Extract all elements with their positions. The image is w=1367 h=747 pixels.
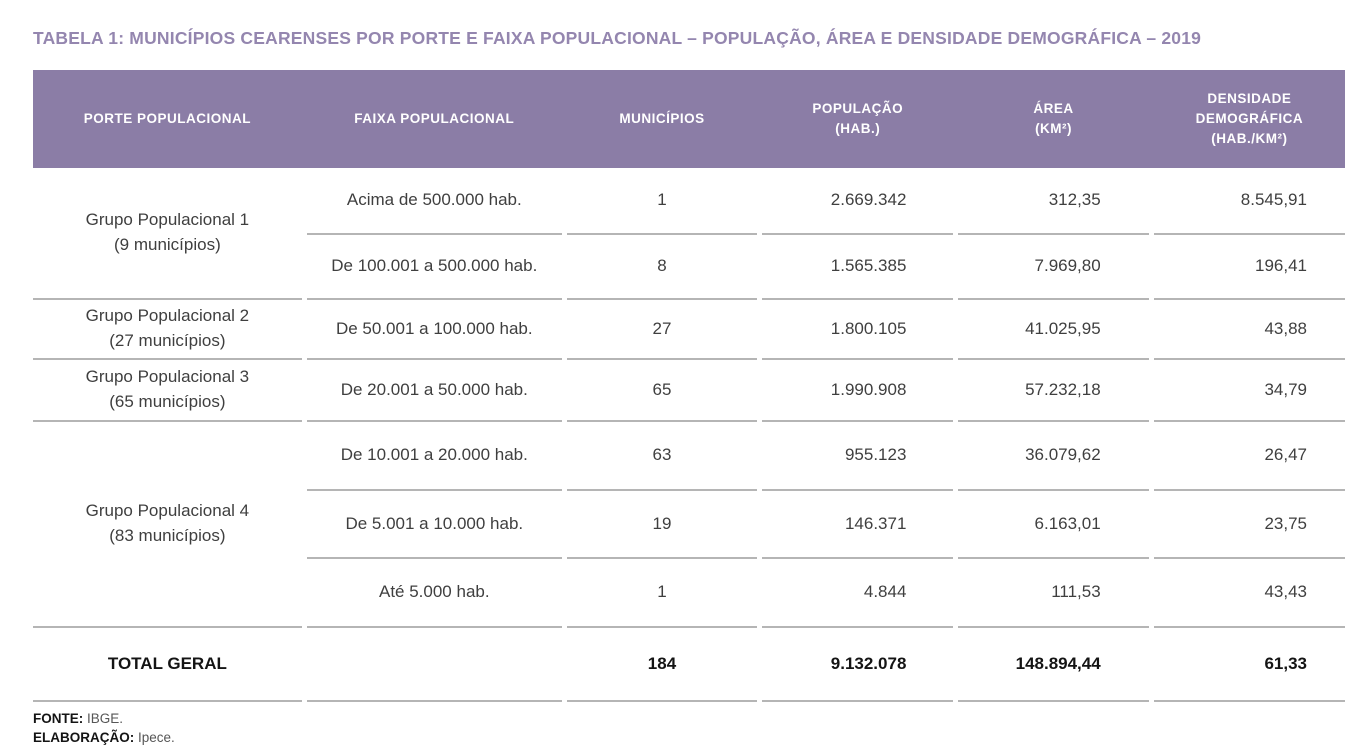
total-densidade: 61,33 — [1153, 626, 1345, 702]
cell-faixa: De 50.001 a 100.000 hab. — [306, 298, 562, 358]
total-label: TOTAL GERAL — [33, 626, 302, 702]
cell-populacao: 1.800.105 — [762, 298, 954, 358]
cell-municipios: 65 — [566, 358, 758, 420]
cell-populacao: 4.844 — [762, 557, 954, 626]
cell-area: 36.079,62 — [958, 420, 1149, 489]
group-label-4: Grupo Populacional 4 (83 municípios) — [33, 420, 302, 626]
cell-area: 41.025,95 — [958, 298, 1149, 358]
cell-densidade: 43,43 — [1153, 557, 1345, 626]
cell-densidade: 8.545,91 — [1240, 190, 1307, 210]
cell-area: 57.232,18 — [958, 358, 1149, 420]
header-line: PORTE POPULACIONAL — [83, 110, 252, 126]
cell-populacao: 146.371 — [762, 489, 954, 557]
table-body: Grupo Populacional 1 (9 municípios) Acim… — [33, 168, 1345, 702]
cell-densidade: 34,79 — [1153, 358, 1345, 420]
cell-populacao: 2.669.342 — [830, 190, 907, 210]
cell-populacao: 1.990.908 — [762, 358, 954, 420]
cell-municipios: 27 — [566, 298, 758, 358]
total-area: 148.894,44 — [958, 626, 1149, 702]
elaboration-value: Ipece. — [138, 730, 175, 745]
cell-area: 312,35 — [1048, 190, 1101, 210]
cell-municipios: 19 — [566, 489, 758, 557]
group-label-2: Grupo Populacional 2 (27 municípios) — [33, 298, 302, 358]
header-line: DENSIDADE — [1207, 90, 1292, 106]
column-header-populacao: POPULAÇÃO (HAB.) — [762, 70, 953, 168]
group-label-3: Grupo Populacional 3 (65 municípios) — [33, 358, 302, 420]
header-line: MUNICÍPIOS — [619, 110, 705, 126]
cell-area: 7.969,80 — [958, 233, 1149, 298]
group-name: Grupo Populacional 2 — [85, 306, 250, 326]
cell-area: 111,53 — [958, 557, 1149, 626]
group-count: (83 municípios) — [109, 526, 226, 545]
header-line: FAIXA POPULACIONAL — [354, 110, 515, 126]
cell-faixa: De 5.001 a 10.000 hab. — [306, 489, 562, 557]
source-line: FONTE: IBGE. — [33, 709, 1345, 728]
group-name: Grupo Populacional 1 — [85, 210, 250, 230]
group-count: (65 municípios) — [109, 392, 226, 411]
elaboration-label: ELABORAÇÃO: — [33, 730, 135, 745]
elaboration-line: ELABORAÇÃO: Ipece. — [33, 728, 1345, 747]
group-name: Grupo Populacional 3 — [85, 367, 250, 387]
cell-populacao: 1.565.385 — [762, 233, 954, 298]
cell-faixa: Acima de 500.000 hab. — [346, 190, 522, 210]
cell-municipios: 63 — [566, 420, 758, 489]
group-count: (9 municípios) — [114, 235, 221, 254]
table-footer: FONTE: IBGE. ELABORAÇÃO: Ipece. — [33, 709, 1345, 747]
cell-densidade: 196,41 — [1153, 233, 1345, 298]
cell-densidade: 23,75 — [1153, 489, 1345, 557]
column-header-faixa-populacional: FAIXA POPULACIONAL — [307, 70, 562, 168]
total-populacao: 9.132.078 — [762, 626, 954, 702]
table-title: TABELA 1: MUNICÍPIOS CEARENSES POR PORTE… — [33, 28, 1202, 48]
group-name: Grupo Populacional 4 — [85, 501, 250, 521]
total-empty-cell — [306, 626, 562, 702]
header-line: DEMOGRÁFICA — [1195, 110, 1304, 126]
cell-densidade: 43,88 — [1153, 298, 1345, 358]
table-header-row: PORTE POPULACIONAL FAIXA POPULACIONAL MU… — [33, 70, 1345, 168]
cell-municipios: 1 — [566, 557, 758, 626]
column-header-area: ÁREA (KM²) — [958, 70, 1148, 168]
cell-municipios: 8 — [566, 233, 758, 298]
cell-faixa: De 100.001 a 500.000 hab. — [306, 233, 562, 298]
cell-faixa: De 10.001 a 20.000 hab. — [306, 420, 562, 489]
cell-municipios: 1 — [657, 190, 667, 210]
header-line: POPULAÇÃO — [812, 100, 904, 116]
cell-faixa: De 20.001 a 50.000 hab. — [306, 358, 562, 420]
column-header-municipios: MUNICÍPIOS — [567, 70, 757, 168]
header-line: (HAB./KM²) — [1211, 131, 1288, 147]
group-count: (27 municípios) — [109, 331, 226, 350]
header-line: (HAB.) — [835, 121, 881, 136]
cell-populacao: 955.123 — [762, 420, 954, 489]
source-label: FONTE: — [33, 711, 84, 726]
header-line: ÁREA — [1033, 100, 1074, 116]
column-header-porte-populacional: PORTE POPULACIONAL — [33, 70, 302, 168]
cell-faixa: Até 5.000 hab. — [306, 557, 562, 626]
column-header-densidade: DENSIDADE DEMOGRÁFICA (HAB./KM²) — [1154, 70, 1345, 168]
total-municipios: 184 — [566, 626, 758, 702]
header-line: (KM²) — [1035, 121, 1073, 136]
cell-densidade: 26,47 — [1153, 420, 1345, 489]
cell-area: 6.163,01 — [958, 489, 1149, 557]
source-value: IBGE. — [87, 711, 124, 726]
group-label-1: Grupo Populacional 1 (9 municípios) — [33, 168, 302, 298]
